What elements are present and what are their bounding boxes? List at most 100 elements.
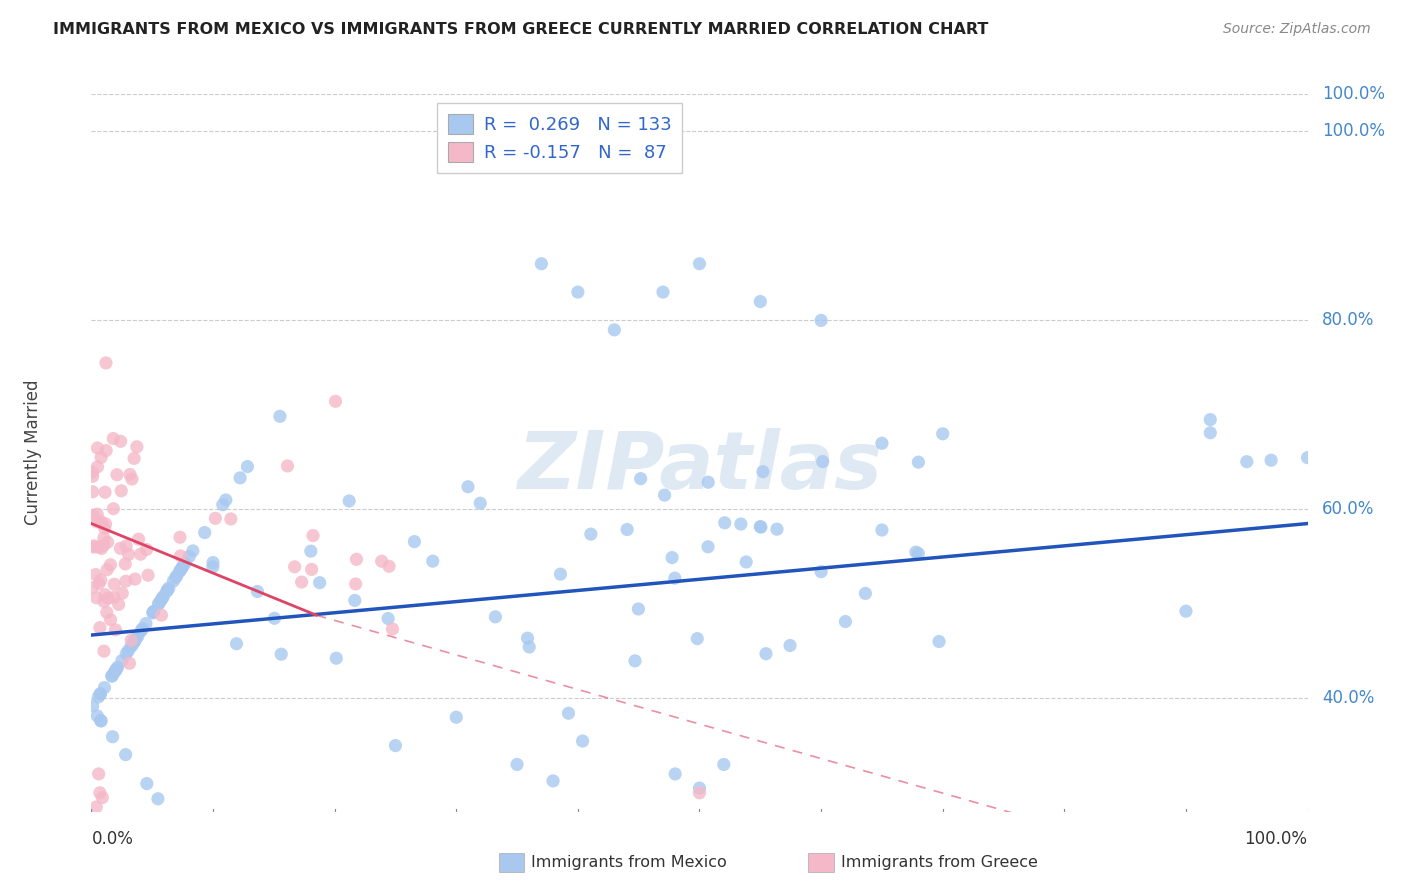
Point (150, 591, 173, 606)
Point (135, 616, 157, 631)
Point (277, 458, 299, 473)
Point (346, 552, 368, 566)
Point (1296, 450, 1319, 465)
Point (457, 480, 479, 494)
Point (111, 586, 134, 600)
Point (121, 637, 143, 651)
Point (627, 602, 650, 616)
Point (870, 436, 893, 450)
Point (664, 571, 686, 585)
Point (89, 786, 111, 800)
Point (93, 681, 115, 695)
Point (103, 591, 125, 605)
Text: 0.0%: 0.0% (91, 830, 134, 847)
Point (270, 647, 292, 661)
Point (688, 786, 710, 800)
Text: ZIPatlas: ZIPatlas (517, 428, 882, 506)
Point (530, 257, 553, 271)
Point (120, 640, 142, 654)
Point (766, 522, 789, 536)
Point (152, 589, 174, 603)
Text: Immigrants from Greece: Immigrants from Greece (841, 855, 1038, 870)
Point (201, 559, 224, 574)
Point (855, 586, 877, 600)
Point (904, 545, 927, 559)
Point (100, 558, 122, 572)
Point (89, 687, 111, 701)
Point (506, 757, 529, 772)
Point (229, 471, 252, 485)
Point (131, 622, 153, 636)
Point (344, 577, 367, 591)
Point (377, 611, 399, 625)
Point (404, 534, 426, 549)
Point (1199, 412, 1222, 426)
Point (169, 564, 191, 578)
Point (928, 634, 950, 648)
Point (94, 485, 117, 500)
Point (82, 540, 104, 554)
Point (101, 730, 124, 744)
Point (284, 559, 307, 574)
Point (150, 593, 173, 607)
Point (302, 528, 325, 542)
Point (93, 538, 115, 552)
Point (90, 541, 112, 556)
Point (931, 426, 953, 441)
Point (129, 547, 152, 561)
Point (325, 394, 347, 409)
Point (749, 294, 772, 309)
Point (105, 467, 128, 482)
Point (713, 757, 735, 772)
Point (103, 432, 125, 446)
Point (211, 498, 233, 512)
Point (142, 604, 165, 618)
Point (142, 606, 165, 620)
Text: 100.0%: 100.0% (1322, 122, 1385, 140)
Point (114, 557, 136, 571)
Point (834, 615, 856, 629)
Point (127, 629, 149, 643)
Point (579, 527, 602, 541)
Point (166, 569, 188, 583)
Point (517, 640, 540, 654)
Point (121, 638, 143, 652)
Point (697, 475, 720, 490)
Point (124, 633, 146, 648)
Point (124, 572, 146, 586)
Point (90, 714, 112, 728)
Point (907, 455, 929, 469)
Point (730, 516, 752, 531)
Point (162, 574, 184, 588)
Point (100, 613, 122, 627)
Text: 40.0%: 40.0% (1322, 690, 1375, 707)
Point (101, 669, 124, 683)
Point (125, 440, 148, 454)
Point (541, 773, 564, 788)
Point (86, 507, 108, 521)
Point (169, 549, 191, 563)
Point (246, 584, 269, 599)
Point (97, 535, 120, 549)
Point (755, 647, 778, 661)
Point (136, 568, 159, 582)
Point (713, 516, 735, 530)
Point (87, 690, 110, 704)
Point (103, 577, 125, 591)
Point (810, 313, 832, 327)
Point (135, 542, 157, 557)
Point (82, 581, 104, 595)
Point (169, 564, 191, 578)
Text: 100.0%: 100.0% (1244, 830, 1308, 847)
Point (299, 544, 322, 558)
Point (122, 451, 145, 466)
Point (82, 465, 104, 479)
Point (148, 597, 170, 611)
Point (263, 611, 285, 625)
Point (616, 523, 638, 537)
Point (107, 598, 129, 612)
Point (688, 781, 710, 796)
Point (384, 739, 406, 753)
Point (86, 441, 108, 455)
Legend: R =  0.269   N = 133, R = -0.157   N =  87: R = 0.269 N = 133, R = -0.157 N = 87 (437, 103, 682, 173)
